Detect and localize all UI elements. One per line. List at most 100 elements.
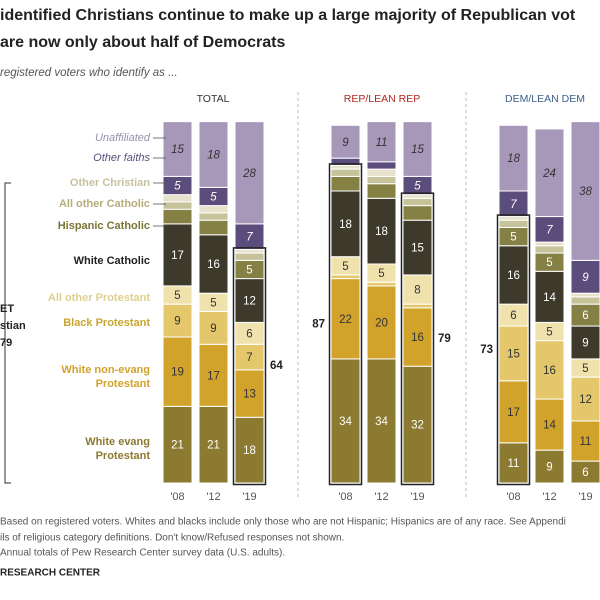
bar-segment (162, 121, 193, 177)
value-label: 7 (246, 352, 252, 364)
bar-segment (162, 194, 193, 203)
bar-segment (234, 223, 265, 250)
value-label: 18 (507, 153, 520, 165)
bar-segment (366, 175, 397, 185)
bar-segment (234, 248, 265, 254)
value-label: 11 (508, 458, 520, 470)
net-label: ET (0, 303, 14, 315)
value-label: 6 (246, 328, 252, 340)
value-label: 32 (411, 420, 424, 432)
bar-segment (498, 325, 529, 382)
bar-segment (198, 405, 229, 484)
value-label: 9 (210, 323, 216, 335)
bar-segment (330, 274, 361, 280)
value-label: 16 (543, 365, 556, 377)
value-label: 14 (543, 420, 556, 432)
x-tick-label: '08 (338, 491, 352, 503)
value-label: 7 (510, 199, 517, 211)
value-label: 6 (582, 310, 588, 322)
value-label: 16 (207, 259, 220, 271)
legend-label-line: White evang (85, 436, 150, 448)
x-tick-label: '08 (506, 491, 520, 503)
bar-segment (234, 252, 265, 261)
legend-label: Hispanic Catholic (58, 220, 150, 232)
bar-segment (198, 212, 229, 221)
bar-segment (162, 201, 193, 210)
value-label: 17 (171, 250, 184, 262)
bar-segment (330, 190, 361, 258)
x-tick-label: '12 (206, 491, 220, 503)
bar-segment (330, 164, 361, 170)
value-label: 13 (243, 389, 256, 401)
legend-label: Black Protestant (63, 317, 150, 329)
bar-segment (234, 121, 265, 225)
group-title: REP/LEAN REP (344, 93, 420, 105)
value-label: 16 (507, 270, 520, 282)
bar-segment (570, 325, 600, 360)
value-label: 5 (546, 327, 552, 339)
value-label: 5 (378, 268, 384, 280)
bar-segment (570, 121, 600, 261)
group-title: DEM/LEAN DEM (505, 93, 585, 105)
net-label: 79 (0, 337, 12, 349)
value-label: 7 (546, 224, 553, 236)
value-label: 9 (546, 462, 552, 474)
bar-segment (234, 278, 265, 323)
value-label: 34 (375, 416, 388, 428)
bar-segment (534, 245, 565, 254)
note: Annual totals of Pew Research Center sur… (0, 548, 285, 559)
bar-segment (402, 197, 433, 207)
x-tick-label: '19 (578, 491, 592, 503)
legend-label: Other Christian (70, 177, 150, 189)
title-line: are now only about half of Democrats (0, 34, 285, 51)
value-label: 9 (582, 272, 589, 284)
bar-segment (570, 420, 600, 462)
bar-segment (570, 292, 600, 298)
net-value-label: 87 (312, 318, 325, 330)
bar-segment (402, 219, 433, 276)
subtitle: registered voters who identify as ... (0, 67, 178, 79)
value-label: 8 (414, 285, 420, 297)
legend-label-line: Protestant (96, 378, 151, 390)
net-value-label: 64 (270, 360, 283, 372)
bar-segment (234, 343, 265, 371)
bar-segment (498, 219, 529, 228)
value-label: 15 (411, 243, 424, 255)
bar-segment (330, 168, 361, 177)
bar-segment (366, 183, 397, 199)
net-value-label: 73 (480, 344, 493, 356)
x-tick-label: '19 (242, 491, 256, 503)
bar-segment (570, 296, 600, 305)
value-label: 17 (507, 407, 520, 419)
group-title: TOTAL (197, 93, 230, 105)
value-label: 5 (210, 297, 216, 309)
value-label: 24 (542, 168, 556, 180)
value-label: 18 (207, 150, 220, 162)
bar-segment (402, 365, 433, 484)
bar-segment (366, 197, 397, 265)
value-label: 5 (414, 181, 421, 193)
bar-segment (402, 121, 433, 177)
legend-label: Unaffiliated (95, 132, 151, 144)
bar-segment (534, 241, 565, 247)
bar-segment (534, 270, 565, 323)
legend-label-line: White non-evang (61, 364, 150, 376)
value-label: 18 (339, 219, 352, 231)
bar-segment (234, 416, 265, 484)
x-tick-label: '08 (170, 491, 184, 503)
value-label: 15 (171, 144, 184, 156)
bar-segment (570, 259, 600, 294)
bar-segment (198, 205, 229, 214)
value-label: 15 (507, 348, 520, 360)
value-label: 5 (342, 261, 348, 273)
legend-label: All other Protestant (48, 292, 150, 304)
value-label: 5 (174, 181, 181, 193)
x-tick-label: '12 (374, 491, 388, 503)
value-label: 21 (171, 440, 184, 452)
source: RESEARCH CENTER (0, 568, 101, 579)
bar-segment (366, 285, 397, 360)
value-label: 14 (543, 292, 556, 304)
value-label: 11 (580, 436, 592, 448)
bar-segment (198, 343, 229, 407)
